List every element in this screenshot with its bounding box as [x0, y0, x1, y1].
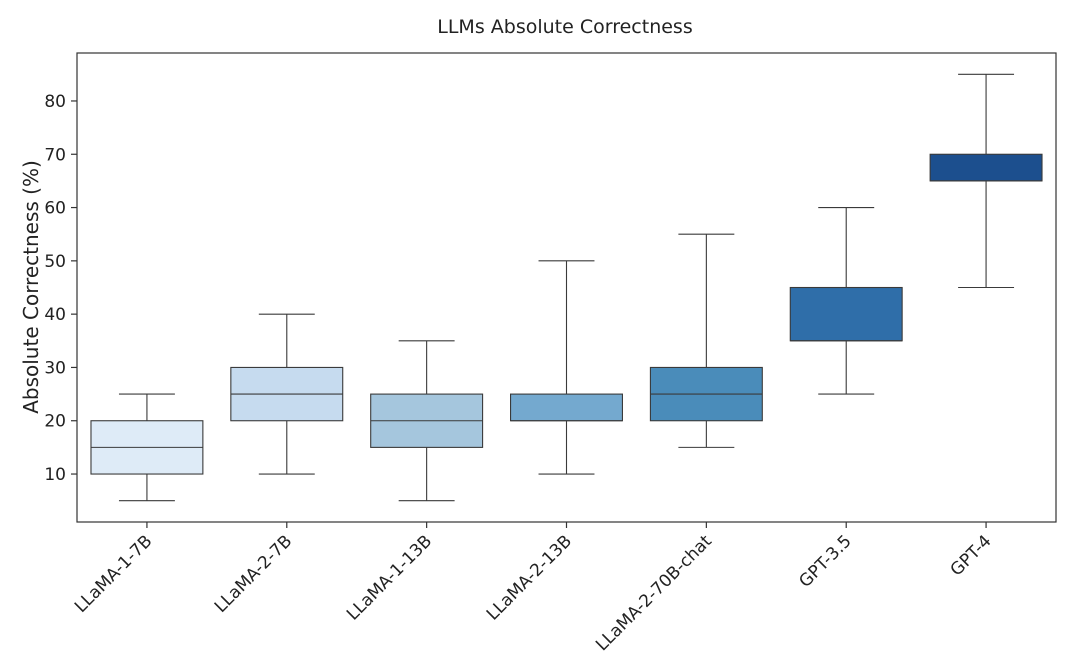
x-tick-label: GPT-3.5 [795, 531, 855, 591]
y-tick-label: 20 [44, 412, 66, 432]
x-tick-label: LLaMA-1-7B [71, 531, 156, 616]
x-tick-label: LLaMA-2-7B [211, 531, 296, 616]
y-tick-label: 80 [44, 92, 66, 112]
y-tick-label: 30 [44, 358, 66, 378]
y-tick-label: 60 [44, 199, 66, 219]
x-tick-label: LLaMA-2-13B [483, 531, 576, 624]
plot-area: 10 20 30 40 50 60 70 80 LLaMA-1-7B LLaMA-2-7B LLaM… [44, 52, 1057, 655]
box-gpt-4 [929, 153, 1043, 182]
box-gpt-3-5 [789, 286, 903, 342]
x-tick-label: GPT-4 [947, 531, 996, 580]
y-tick-label: 40 [44, 305, 66, 325]
y-axis-label: Absolute Correctness (%) [19, 160, 43, 414]
y-tick-label: 50 [44, 252, 66, 272]
box-llama-2-13b [510, 393, 623, 422]
x-tick-label: LLaMA-1-13B [343, 531, 436, 624]
y-tick-label: 10 [44, 465, 66, 485]
chart-title: LLMs Absolute Correctness [437, 16, 692, 38]
x-tick-label: LLaMA-2-70B-chat [592, 531, 716, 655]
y-tick-label: 70 [44, 145, 66, 165]
